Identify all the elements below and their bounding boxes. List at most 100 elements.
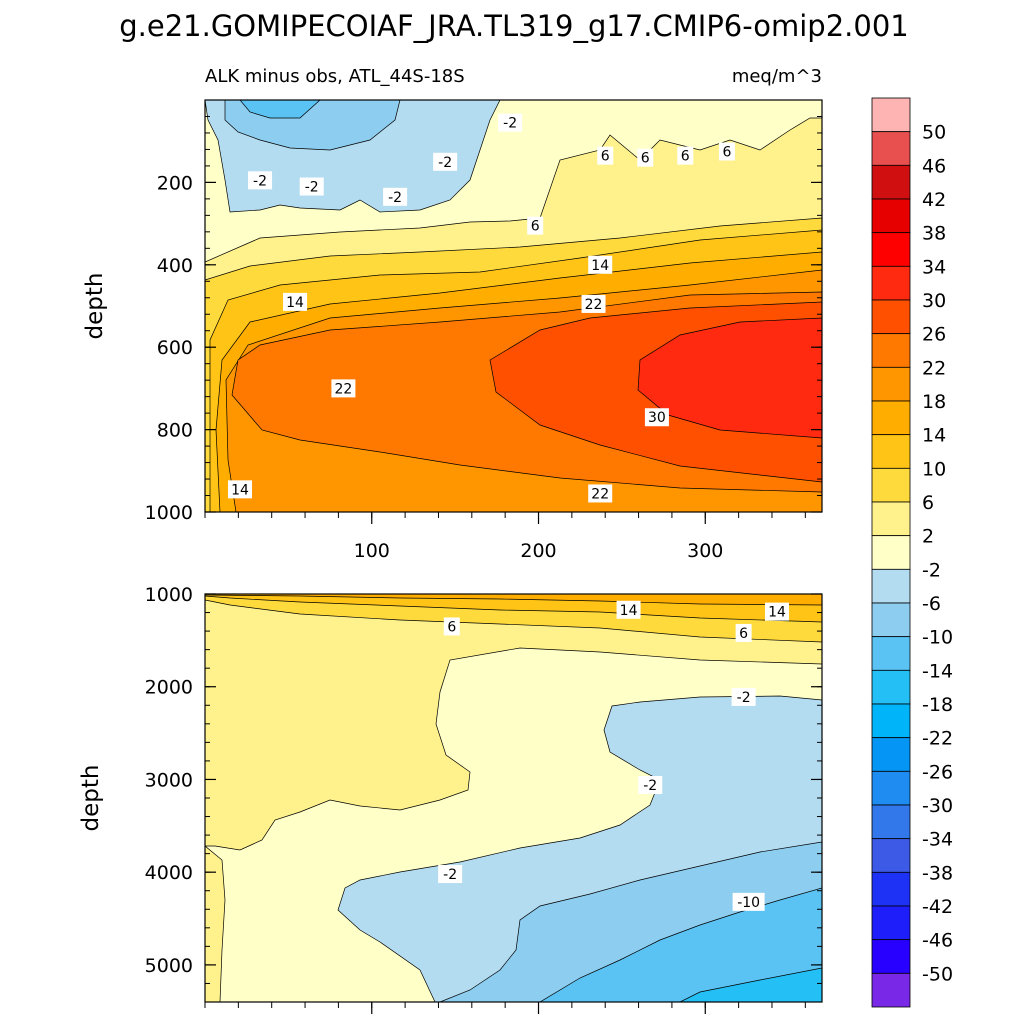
contour-label: 14 xyxy=(764,602,789,621)
y-tick-label: 400 xyxy=(157,255,193,277)
contour-label: -2 xyxy=(433,152,458,171)
contour-label-text: 6 xyxy=(531,219,540,235)
contour-label-bg xyxy=(498,113,523,132)
colorbar-label: -46 xyxy=(922,930,953,952)
contour-label: 30 xyxy=(644,408,669,427)
colorbar-swatch xyxy=(871,669,911,705)
colorbar-label: -2 xyxy=(922,559,941,581)
contour-label: 14 xyxy=(283,292,308,311)
chart-subtitle-right: meq/m^3 xyxy=(732,66,822,87)
colorbar-swatch xyxy=(871,636,911,671)
x-tick-label: 200 xyxy=(520,540,556,562)
colorbar-label: 38 xyxy=(922,223,946,245)
x-tick-label: 100 xyxy=(354,540,390,562)
contour-label-text: -2 xyxy=(503,116,517,132)
contour-label-text: -2 xyxy=(388,190,402,206)
contour-label: 22 xyxy=(581,294,606,313)
colorbar-label: -34 xyxy=(922,829,953,851)
colorbar-swatch xyxy=(871,568,911,604)
y-tick-label: 600 xyxy=(157,337,193,359)
colorbar-label: -6 xyxy=(922,593,941,615)
contour-label-text: 6 xyxy=(447,619,456,635)
upper-panel-frame xyxy=(204,99,823,513)
y-tick-label: 800 xyxy=(157,420,193,442)
contour-label-bg xyxy=(638,776,663,795)
contour-label: -2 xyxy=(438,865,463,884)
contour-label-text: 6 xyxy=(722,145,731,161)
contour-label-bg xyxy=(735,623,752,642)
lower-fill-band-18-22 xyxy=(205,594,822,606)
contour-label: -2 xyxy=(731,687,756,706)
chart-subtitle-left: ALK minus obs, ATL_44S-18S xyxy=(205,66,465,87)
colorbar-label: -50 xyxy=(922,963,953,985)
contour-label: -2 xyxy=(383,187,408,206)
contour-label-bg xyxy=(637,148,654,167)
colorbar-label: 46 xyxy=(922,155,946,177)
colorbar-swatch xyxy=(871,602,911,638)
colorbar-swatch xyxy=(871,265,911,301)
colorbar-label: 2 xyxy=(922,526,934,548)
colorbar-swatch xyxy=(871,299,911,335)
colorbar-swatch xyxy=(871,905,911,941)
colorbar-swatch xyxy=(871,434,911,469)
contour-label-bg xyxy=(677,146,694,165)
contour-label-bg xyxy=(299,177,324,196)
contour-label-text: -2 xyxy=(253,173,267,189)
colorbar-label: 6 xyxy=(922,492,934,514)
contour-label: 22 xyxy=(331,379,356,398)
colorbar-swatch xyxy=(871,366,911,402)
contour-label-text: -2 xyxy=(443,867,457,883)
contour-label-bg xyxy=(331,379,356,398)
contour-label-bg xyxy=(443,617,460,636)
y-tick-label: 4000 xyxy=(145,862,193,884)
upper-y-axis-label: depth xyxy=(82,273,108,340)
contour-label-bg xyxy=(764,602,789,621)
colorbar-swatch xyxy=(871,400,911,436)
colorbar-label: 18 xyxy=(922,391,946,413)
contour-label-bg xyxy=(283,292,308,311)
contour-label-bg xyxy=(527,216,544,235)
colorbar-label: -26 xyxy=(922,761,953,783)
contour-label: 6 xyxy=(527,216,544,235)
colorbar-label: 34 xyxy=(922,256,946,278)
contour-label-text: 6 xyxy=(641,151,650,167)
contour-label-text: 6 xyxy=(601,149,610,165)
y-tick-label: 200 xyxy=(157,172,193,194)
y-tick-label: 3000 xyxy=(145,769,193,791)
lower-fill-band-neg18 xyxy=(679,967,822,1002)
colorbar-label: -18 xyxy=(922,694,953,716)
colorbar-label: -14 xyxy=(922,660,953,682)
contour-label-text: 22 xyxy=(585,297,603,313)
colorbar-swatch xyxy=(871,804,911,840)
lower-y-ticks: 1000 2000 3000 4000 5000 xyxy=(145,584,822,1003)
colorbar-swatch xyxy=(871,535,911,570)
contour-label: 6 xyxy=(597,146,614,165)
contour-label-text: 6 xyxy=(681,149,690,165)
colorbar-label: 50 xyxy=(922,122,946,144)
contour-label: 6 xyxy=(677,146,694,165)
colorbar-swatch xyxy=(871,467,911,503)
colorbar-swatch xyxy=(871,198,911,234)
contour-label: 6 xyxy=(718,142,735,161)
contour-label-bg xyxy=(644,408,669,427)
contour-label: 14 xyxy=(616,600,641,619)
contour-label-bg xyxy=(383,187,408,206)
contour-label-bg xyxy=(616,600,641,619)
colorbar-swatch xyxy=(871,770,911,806)
contour-label: 6 xyxy=(443,617,460,636)
lower-fill-band-6-10-left-strip xyxy=(205,845,226,1002)
upper-fill-negative-core-2 xyxy=(239,100,321,119)
contour-label-text: 30 xyxy=(648,410,666,426)
upper-contour-labels: -2 -2 -2 -2 -2 6 6 6 6 6 14 14 22 22 30 22 14 xyxy=(228,113,735,503)
colorbar-label: 26 xyxy=(922,324,946,346)
contour-label-text: 14 xyxy=(768,605,786,621)
lower-y-axis-label: depth xyxy=(78,765,104,832)
lower-panel-fills xyxy=(205,594,822,1002)
y-tick-label: 1000 xyxy=(145,584,193,606)
chart-title: g.e21.GOMIPECOIAF_JRA.TL319_g17.CMIP6-om… xyxy=(119,9,909,43)
contour-label-text: 6 xyxy=(739,626,748,642)
colorbar: 50 46 42 38 34 30 26 22 18 14 10 6 2 -2 -6 -10 -14 -18 -22… xyxy=(871,97,953,1008)
contour-label-text: -2 xyxy=(305,180,319,196)
colorbar-swatch xyxy=(871,972,911,1008)
